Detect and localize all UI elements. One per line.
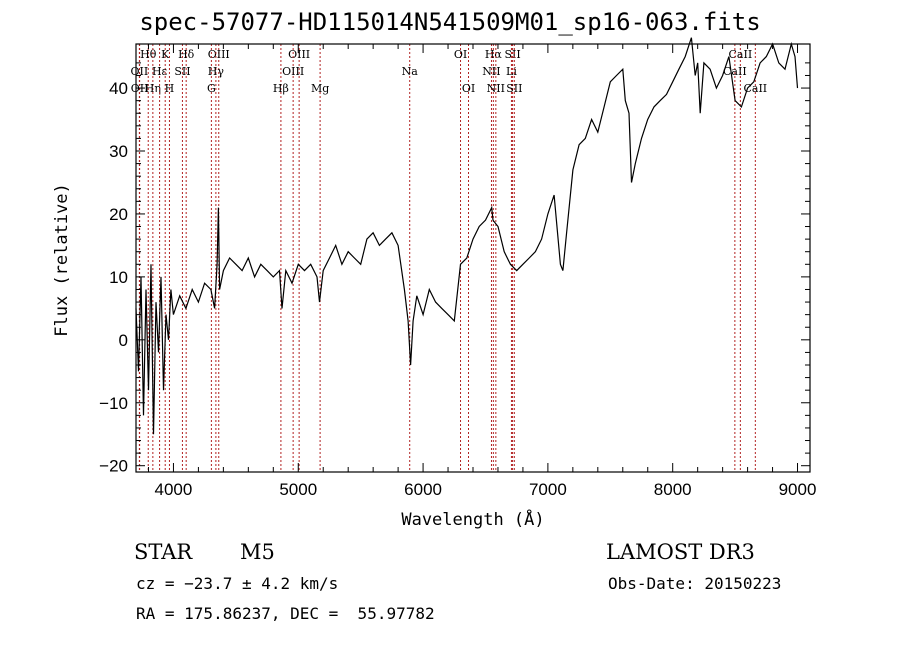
line-marker-label-23: Li [506, 65, 517, 78]
line-marker-label-1: OII [131, 65, 149, 78]
y-tick-label-30: 30 [109, 142, 128, 161]
line-marker-label-17: OI [454, 48, 467, 61]
line-marker-label-0: Hθ [140, 48, 157, 61]
line-marker-label-12: Hβ [273, 82, 289, 95]
object-class-label: STAR [134, 540, 193, 564]
y-axis-label: Flux (relative) [52, 183, 72, 337]
line-marker-label-13: OIII [288, 48, 310, 61]
redshift-cz-label: cz = −23.7 ± 4.2 km/s [136, 574, 339, 593]
y-tick-label-10: 10 [109, 268, 128, 287]
x-tick-label-9000: 9000 [779, 480, 817, 499]
line-marker-label-7: SII [174, 65, 190, 78]
y-tick-label--20: −20 [99, 457, 128, 476]
line-marker-label-14: OIII [282, 65, 304, 78]
line-marker-label-8: Hδ [178, 48, 195, 61]
y-tick-label-0: 0 [119, 331, 128, 350]
line-marker-label-4: K [161, 48, 170, 61]
line-marker-label-25: CaII [729, 48, 753, 61]
line-marker-label-21: NII [487, 82, 505, 95]
x-tick-label-5000: 5000 [279, 480, 317, 499]
y-tick-label-20: 20 [109, 205, 128, 224]
x-axis-label: Wavelength (Å) [401, 510, 545, 530]
line-marker-label-3: Hη [145, 82, 161, 95]
line-marker-label-19: Hα [485, 48, 503, 61]
plot-frame [135, 43, 811, 473]
spectrum-line [135, 37, 799, 435]
line-marker-label-9: OIII [208, 48, 230, 61]
survey-label: LAMOST DR3 [606, 540, 755, 564]
line-marker-label-27: CaII [743, 82, 767, 95]
chart-title: spec-57077-HD115014N541509M01_sp16-063.f… [139, 8, 761, 36]
line-marker-label-26: CaII [723, 65, 747, 78]
line-marker-label-24: SII [506, 82, 522, 95]
line-marker-label-11: G [207, 82, 216, 95]
obs-date-label: Obs-Date: 20150223 [608, 574, 782, 593]
y-tick-label-40: 40 [109, 79, 128, 98]
line-marker-label-10: Hγ [208, 65, 225, 78]
x-tick-label-6000: 6000 [404, 480, 442, 499]
line-marker-label-18: OI [462, 82, 475, 95]
line-marker-label-6: H [165, 82, 175, 95]
x-tick-label-7000: 7000 [529, 480, 567, 499]
line-marker-label-22: SII [504, 48, 520, 61]
line-marker-label-15: Mg [311, 82, 329, 95]
x-tick-label-8000: 8000 [654, 480, 692, 499]
x-tick-label-4000: 4000 [155, 480, 193, 499]
line-marker-label-16: Na [402, 65, 419, 78]
line-marker-label-5: Hε [152, 65, 168, 78]
y-tick-label--10: −10 [99, 394, 128, 413]
ra-dec-label: RA = 175.86237, DEC = 55.97782 [136, 604, 435, 623]
subclass-label: M5 [240, 540, 275, 564]
line-marker-label-20: NII [482, 65, 500, 78]
